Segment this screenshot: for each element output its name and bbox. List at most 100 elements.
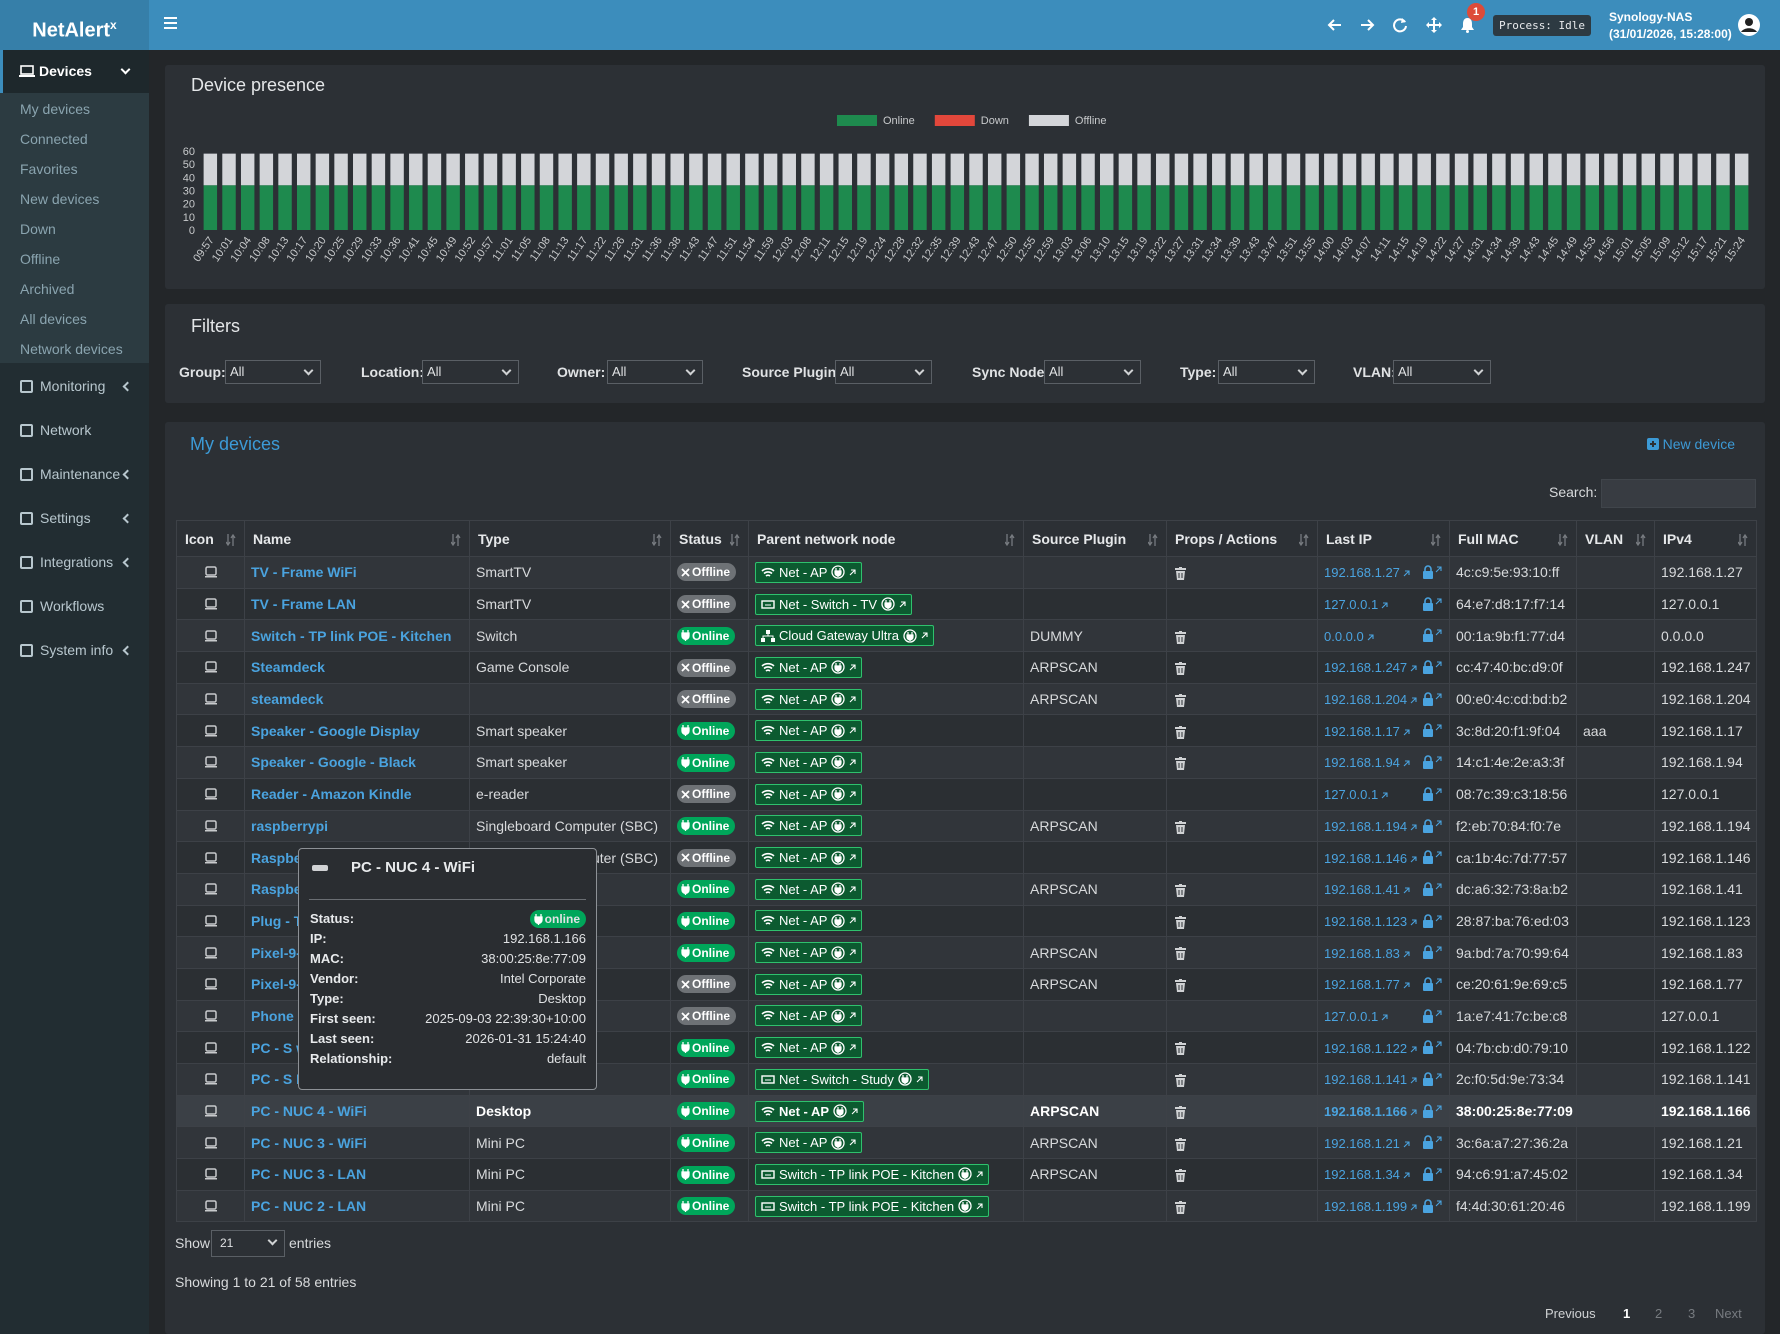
page-button[interactable]: 2 <box>1655 1306 1663 1321</box>
last-ip[interactable]: 192.168.1.34 <box>1324 1167 1410 1182</box>
device-row[interactable]: Speaker - Google - Black Smart speaker Onl… <box>176 746 1757 779</box>
delete-button[interactable] <box>1175 693 1186 707</box>
parent-node[interactable]: Cloud Gateway Ultra <box>755 625 934 647</box>
parent-node[interactable]: Net - AP <box>755 1005 863 1027</box>
column-header[interactable]: Name <box>244 520 470 557</box>
lock-button[interactable] <box>1423 850 1443 865</box>
last-ip[interactable]: 192.168.1.123 <box>1324 914 1417 929</box>
filter-select[interactable]: All <box>835 360 932 384</box>
parent-node[interactable]: Net - Switch - TV <box>755 593 913 615</box>
menu-item[interactable]: Maintenance <box>0 460 149 490</box>
delete-button[interactable] <box>1175 725 1186 739</box>
page-button[interactable]: 3 <box>1688 1306 1696 1321</box>
lock-button[interactable] <box>1423 945 1443 960</box>
device-name[interactable]: Raspbe <box>251 881 302 898</box>
delete-button[interactable] <box>1175 662 1186 676</box>
last-ip[interactable]: 192.168.1.204 <box>1324 692 1417 707</box>
filter-select[interactable]: All <box>422 360 519 384</box>
device-row[interactable]: Pixel-9- Online Net - AP ARPSCAN 192.168.1.8… <box>176 936 1757 969</box>
lock-button[interactable] <box>1423 818 1443 833</box>
device-row[interactable]: PC - NUC 3 - LAN Mini PC Online Switch - TP… <box>176 1158 1757 1191</box>
parent-node[interactable]: Net - AP <box>755 1037 863 1059</box>
last-ip[interactable]: 192.168.1.21 <box>1324 1136 1410 1151</box>
parent-node[interactable]: Net - AP <box>755 561 863 583</box>
delete-button[interactable] <box>1175 947 1186 961</box>
device-name[interactable]: Reader - Amazon Kindle <box>251 786 412 803</box>
column-header[interactable]: VLAN <box>1576 520 1655 557</box>
device-name[interactable]: Steamdeck <box>251 659 325 676</box>
page-button[interactable]: Next <box>1715 1306 1742 1321</box>
back-button[interactable] <box>1327 17 1343 33</box>
lock-button[interactable] <box>1423 660 1443 675</box>
parent-node[interactable]: Net - AP <box>755 783 863 805</box>
column-header[interactable]: Props / Actions <box>1166 520 1318 557</box>
lock-button[interactable] <box>1423 692 1443 706</box>
search-input[interactable] <box>1601 479 1756 508</box>
device-row[interactable]: PC - S L Online Net - Switch - Study 192.16… <box>176 1063 1757 1096</box>
column-header[interactable]: Last IP <box>1317 520 1450 557</box>
move-button[interactable] <box>1426 17 1442 33</box>
device-name[interactable]: Speaker - Google - Black <box>251 754 416 771</box>
delete-button[interactable] <box>1175 1137 1186 1151</box>
device-row[interactable]: TV - Frame WiFi SmartTV Offline Net - AP 192… <box>176 556 1757 589</box>
last-ip[interactable]: 192.168.1.146 <box>1324 851 1417 866</box>
delete-button[interactable] <box>1175 1105 1186 1119</box>
device-row[interactable]: PC - NUC 4 - WiFi Desktop Online Net - AP AR… <box>176 1094 1757 1128</box>
device-row[interactable]: raspberrypi Singleboard Computer (SBC) Onl… <box>176 809 1757 843</box>
submenu-item[interactable]: All devices <box>20 311 87 327</box>
notifications-button[interactable] <box>1460 17 1475 33</box>
delete-button[interactable] <box>1175 1169 1186 1183</box>
last-ip[interactable]: 192.168.1.17 <box>1324 724 1410 739</box>
lock-button[interactable] <box>1423 1199 1443 1213</box>
menu-item[interactable]: Settings <box>0 504 149 534</box>
parent-node[interactable]: Net - AP <box>755 910 863 932</box>
lock-button[interactable] <box>1423 1135 1443 1150</box>
delete-button[interactable] <box>1175 820 1186 834</box>
device-name[interactable]: raspberrypi <box>251 817 329 834</box>
device-name[interactable]: PC - NUC 3 - WiFi <box>251 1134 367 1151</box>
lock-button[interactable] <box>1423 1103 1443 1118</box>
submenu-item[interactable]: Favorites <box>20 161 78 177</box>
device-name[interactable]: PC - NUC 4 - WiFi <box>251 1103 367 1120</box>
device-name[interactable]: Pixel-9- <box>251 976 301 993</box>
lock-button[interactable] <box>1423 913 1443 928</box>
parent-node[interactable]: Switch - TP link POE - Kitchen <box>755 1195 990 1217</box>
device-row[interactable]: Reader - Amazon Kindle e-reader Offline Net… <box>176 777 1757 811</box>
parent-node[interactable]: Net - AP <box>755 720 863 742</box>
parent-node[interactable]: Net - AP <box>755 1132 863 1154</box>
menu-devices[interactable]: Devices <box>0 50 149 93</box>
submenu-item[interactable]: New devices <box>20 191 100 207</box>
lock-button[interactable] <box>1423 1008 1443 1023</box>
lock-button[interactable] <box>1423 787 1443 801</box>
parent-node[interactable]: Net - AP <box>755 656 863 678</box>
filter-select[interactable]: All <box>1044 360 1141 384</box>
delete-button[interactable] <box>1175 915 1186 929</box>
last-ip[interactable]: 192.168.1.141 <box>1324 1072 1417 1087</box>
device-name[interactable]: steamdeck <box>251 691 324 708</box>
lock-button[interactable] <box>1423 882 1443 896</box>
lock-button[interactable] <box>1423 565 1443 579</box>
user-avatar[interactable] <box>1737 13 1761 37</box>
filter-select[interactable]: All <box>607 360 703 384</box>
parent-node[interactable]: Net - AP <box>755 688 863 710</box>
delete-button[interactable] <box>1175 1074 1186 1088</box>
column-header[interactable]: Icon <box>176 520 245 557</box>
delete-button[interactable] <box>1175 1200 1186 1214</box>
device-name[interactable]: PC - NUC 2 - LAN <box>251 1198 367 1215</box>
parent-node[interactable]: Switch - TP link POE - Kitchen <box>755 1163 990 1185</box>
lock-button[interactable] <box>1423 1040 1443 1055</box>
parent-node[interactable]: Net - AP <box>755 1100 865 1122</box>
lock-button[interactable] <box>1423 977 1443 991</box>
last-ip[interactable]: 192.168.1.122 <box>1324 1041 1417 1056</box>
parent-node[interactable]: Net - AP <box>755 878 863 900</box>
device-name[interactable]: Pixel-9- <box>251 944 301 961</box>
device-row[interactable]: Speaker - Google Display Smart speaker Onl… <box>176 714 1757 748</box>
lock-button[interactable] <box>1423 628 1443 643</box>
column-header[interactable]: Source Plugin <box>1023 520 1167 557</box>
filter-select[interactable]: All <box>1393 360 1491 384</box>
menu-item[interactable]: Integrations <box>0 548 149 578</box>
page-size-select[interactable]: 21 <box>211 1230 285 1257</box>
device-name[interactable]: TV - Frame LAN <box>251 596 357 613</box>
device-name[interactable]: PC - S L <box>251 1071 305 1088</box>
submenu-item[interactable]: Archived <box>20 281 75 297</box>
